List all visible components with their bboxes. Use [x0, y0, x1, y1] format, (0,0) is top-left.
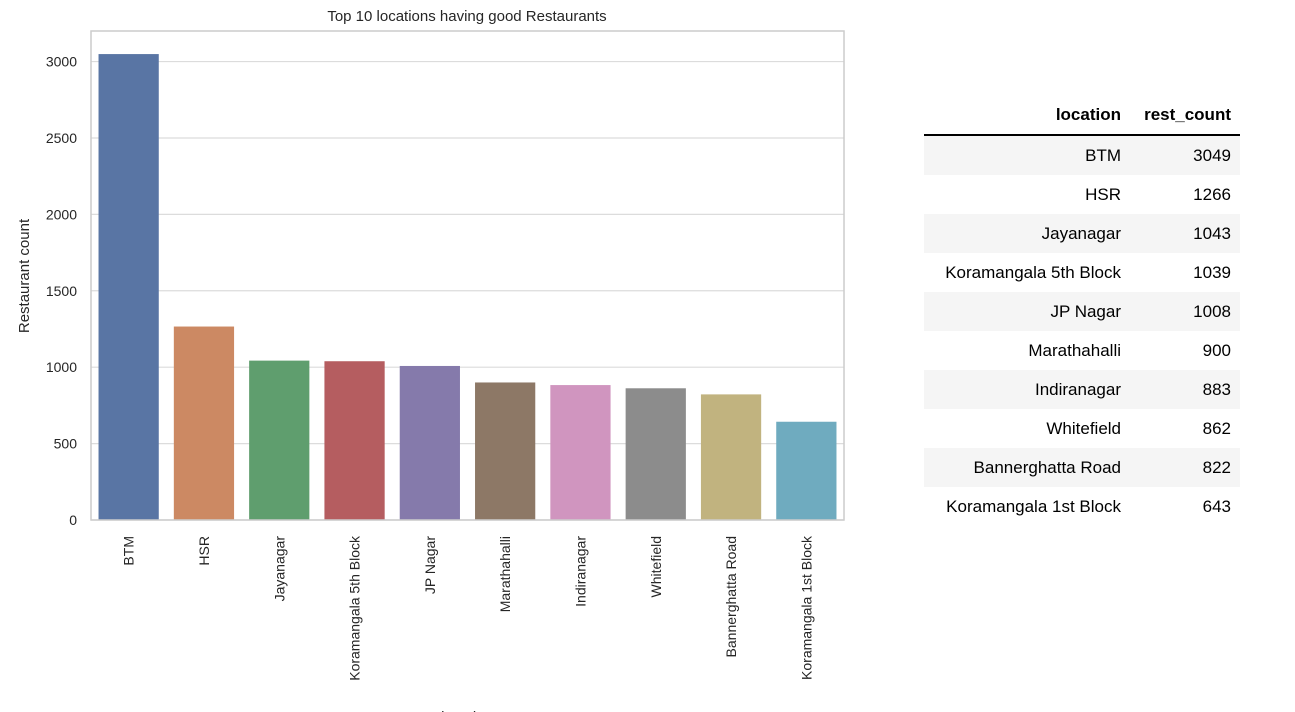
x-axis-label: location	[441, 709, 493, 712]
table-row: BTM 3049	[924, 135, 1240, 175]
cell-location: Koramangala 1st Block	[946, 496, 1121, 516]
table-row: JP Nagar 1008	[924, 292, 1240, 331]
cell-rest-count: 900	[1202, 340, 1231, 360]
cell-location: Whitefield	[1046, 418, 1121, 438]
cell-location: Indiranagar	[1034, 379, 1121, 399]
y-axis-label: Restaurant count	[16, 218, 33, 333]
bar	[776, 421, 837, 520]
x-tick-label: Jayanagar	[271, 536, 287, 602]
cell-location: JP Nagar	[1050, 301, 1121, 321]
cell-location: BTM	[1085, 145, 1121, 165]
x-tick-label: HSR	[196, 536, 212, 566]
bar	[98, 54, 159, 521]
location-count-table: location rest_count BTM 3049 HSR 1266 Ja…	[924, 96, 1240, 526]
table-row: Koramangala 5th Block 1039	[924, 253, 1240, 292]
table-row: Jayanagar 1043	[924, 214, 1240, 253]
y-tick-label: 3000	[46, 54, 77, 70]
table-row: Bannerghatta Road 822	[924, 448, 1240, 487]
bars	[98, 54, 837, 521]
y-tick-label: 0	[69, 512, 77, 528]
y-tick-label: 1000	[46, 359, 77, 375]
cell-rest-count: 1039	[1193, 262, 1231, 282]
table-row: Koramangala 1st Block 643	[924, 487, 1240, 526]
x-tick-label: Bannerghatta Road	[723, 536, 739, 657]
x-tick-labels: BTM HSR Jayanagar Koramangala 5th Block JP N…	[121, 535, 815, 681]
bar	[249, 360, 310, 520]
cell-rest-count: 883	[1202, 379, 1231, 399]
cell-rest-count: 3049	[1193, 145, 1231, 165]
cell-rest-count: 1043	[1193, 223, 1231, 243]
bar	[324, 361, 385, 520]
cell-location: Marathahalli	[1028, 340, 1121, 360]
cell-location: HSR	[1085, 184, 1121, 204]
cell-rest-count: 643	[1202, 496, 1231, 516]
cell-rest-count: 1266	[1193, 184, 1231, 204]
y-tick-label: 2500	[46, 130, 77, 146]
x-tick-label: Koramangala 1st Block	[798, 535, 814, 680]
y-tick-labels: 0 500 1000 1500 2000 2500 3000	[46, 54, 77, 528]
x-tick-label: Marathahalli	[497, 536, 513, 612]
bar	[399, 365, 460, 520]
x-tick-label: JP Nagar	[422, 536, 438, 594]
chart-title: Top 10 locations having good Restaurants	[327, 8, 606, 25]
cell-location: Koramangala 5th Block	[945, 262, 1121, 282]
table-row: Whitefield 862	[924, 409, 1240, 448]
table-row: HSR 1266	[924, 175, 1240, 214]
bar	[475, 382, 536, 520]
cell-rest-count: 862	[1202, 418, 1231, 438]
table-header-row: location rest_count	[924, 96, 1240, 136]
x-tick-label: Whitefield	[648, 536, 664, 597]
bar	[700, 394, 762, 520]
y-tick-label: 2000	[46, 206, 77, 222]
bar	[550, 385, 611, 520]
x-tick-label: Koramangala 5th Block	[347, 535, 363, 681]
table-row: Marathahalli 900	[924, 331, 1240, 370]
cell-location: Bannerghatta Road	[973, 457, 1121, 477]
column-header-rest-count: rest_count	[1130, 96, 1240, 136]
x-tick-label: Indiranagar	[572, 536, 588, 607]
y-tick-label: 500	[54, 436, 78, 452]
table-row: Indiranagar 883	[924, 370, 1240, 409]
plot-frame	[90, 30, 845, 521]
x-tick-label: BTM	[121, 536, 137, 566]
y-tick-label: 1500	[46, 283, 77, 299]
bar	[173, 326, 235, 520]
bar	[625, 388, 686, 520]
column-header-location: location	[924, 96, 1130, 136]
bar-chart: Top 10 locations having good Restaurants…	[16, 8, 845, 712]
cell-rest-count: 822	[1202, 457, 1231, 477]
cell-location: Jayanagar	[1041, 223, 1121, 243]
cell-rest-count: 1008	[1193, 301, 1231, 321]
